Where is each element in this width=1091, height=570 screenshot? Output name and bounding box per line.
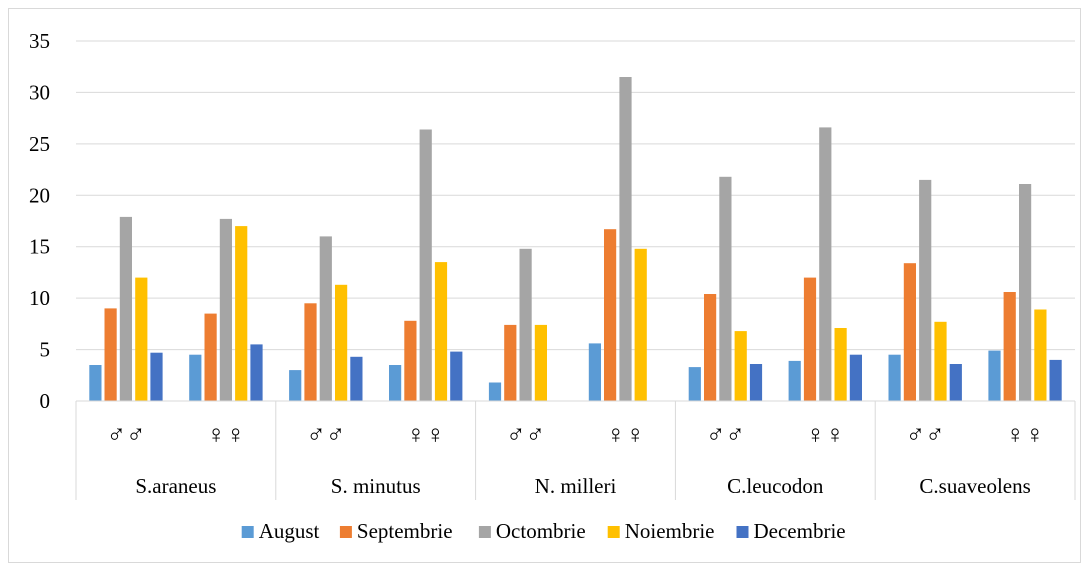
legend-swatch-august: [241, 526, 254, 538]
category-label: ♂♂: [706, 420, 745, 449]
legend-swatch-septembrie: [339, 526, 352, 538]
category-label: ♀♀: [1006, 420, 1045, 449]
legend-label-octombrie: Octombrie: [496, 519, 586, 543]
bar-august-1: [189, 354, 202, 401]
bars: [89, 77, 1062, 402]
chart-frame: [8, 8, 1081, 563]
bar-octombrie-6: [719, 176, 732, 401]
y-tick-label: 35: [29, 29, 50, 53]
bar-octombrie-7: [819, 127, 832, 402]
category-axis: ♂♂ ♀♀ ♂♂ ♀♀ ♂♂ ♀♀ ♂♂ ♀♀ ♂♂ ♀♀ S.araneus S. minutus N…: [75, 400, 1076, 500]
bar-septembrie-7: [803, 277, 817, 401]
y-tick-label: 5: [40, 338, 51, 362]
bar-august-2: [289, 370, 302, 401]
bar-decembrie-9: [1049, 359, 1062, 401]
group-label: C.suaveolens: [919, 474, 1030, 498]
bar-septembrie-1: [204, 313, 217, 401]
bar-octombrie-4: [519, 248, 532, 401]
bar-noiembrie-4: [534, 324, 547, 401]
category-label: ♂♂: [506, 420, 545, 449]
category-label: ♀♀: [806, 420, 845, 449]
bar-decembrie-0: [150, 352, 163, 401]
group-label: S.araneus: [135, 474, 216, 498]
bar-august-6: [688, 367, 701, 401]
bar-decembrie-3: [450, 351, 463, 401]
y-tick-label: 25: [29, 132, 50, 156]
category-label: ♂♂: [306, 420, 345, 449]
bar-decembrie-7: [849, 354, 862, 401]
bar-decembrie-2: [350, 356, 363, 401]
y-tick-label: 30: [29, 80, 50, 104]
bar-august-4: [488, 382, 502, 401]
category-label: ♀♀: [206, 420, 245, 449]
bar-octombrie-0: [119, 216, 132, 401]
bar-august-0: [89, 365, 102, 401]
y-tick-label: 10: [29, 286, 50, 310]
group-label: S. minutus: [331, 474, 421, 498]
bar-noiembrie-1: [235, 226, 248, 401]
y-tick-label: 15: [29, 235, 50, 259]
legend-swatch-octombrie: [478, 526, 491, 538]
category-label: ♂♂: [906, 420, 945, 449]
bar-august-7: [788, 360, 801, 401]
bar-august-3: [389, 365, 402, 401]
bar-decembrie-8: [949, 364, 962, 401]
bar-decembrie-1: [250, 344, 263, 401]
bar-septembrie-6: [704, 294, 717, 401]
legend-swatch-noiembrie: [607, 526, 620, 538]
y-tick-label: 0: [40, 389, 51, 413]
group-label: N. milleri: [535, 474, 617, 498]
bar-noiembrie-7: [834, 328, 847, 401]
bar-noiembrie-0: [135, 277, 148, 401]
y-axis-ticks: 0 5 10 15 20 25 30 35: [29, 29, 50, 413]
bar-noiembrie-9: [1034, 309, 1047, 401]
bar-octombrie-9: [1019, 184, 1032, 401]
legend-label-decembrie: Decembrie: [754, 519, 846, 543]
bar-octombrie-5: [619, 77, 632, 401]
bar-noiembrie-6: [734, 331, 747, 401]
bar-septembrie-0: [104, 308, 117, 401]
bar-septembrie-2: [304, 303, 317, 401]
bar-octombrie-1: [219, 218, 232, 401]
bar-noiembrie-2: [335, 284, 348, 401]
bar-octombrie-2: [319, 236, 332, 401]
category-label: ♀♀: [606, 420, 645, 449]
bar-septembrie-9: [1003, 292, 1016, 401]
legend-label-noiembrie: Noiembrie: [625, 519, 715, 543]
bar-septembrie-8: [903, 263, 916, 401]
bar-septembrie-3: [404, 320, 417, 401]
bar-septembrie-5: [604, 229, 617, 401]
legend-label-august: August: [259, 519, 320, 543]
bar-noiembrie-5: [634, 248, 647, 401]
bar-august-9: [988, 350, 1001, 401]
bar-noiembrie-3: [434, 262, 448, 401]
category-label: ♀♀: [406, 420, 445, 449]
bar-august-5: [588, 343, 601, 401]
bar-decembrie-6: [749, 364, 763, 401]
bar-octombrie-8: [919, 179, 932, 401]
category-label: ♂♂: [106, 420, 145, 449]
legend-label-septembrie: Septembrie: [357, 519, 453, 543]
bar-septembrie-4: [504, 324, 517, 401]
bar-octombrie-3: [419, 129, 432, 401]
bar-noiembrie-8: [934, 321, 947, 401]
legend: August Septembrie Octombrie Noiembrie Decemb…: [241, 519, 846, 543]
bar-august-8: [888, 354, 901, 401]
legend-swatch-decembrie: [736, 526, 749, 538]
group-label: C.leucodon: [727, 474, 824, 498]
y-tick-label: 20: [29, 183, 50, 207]
